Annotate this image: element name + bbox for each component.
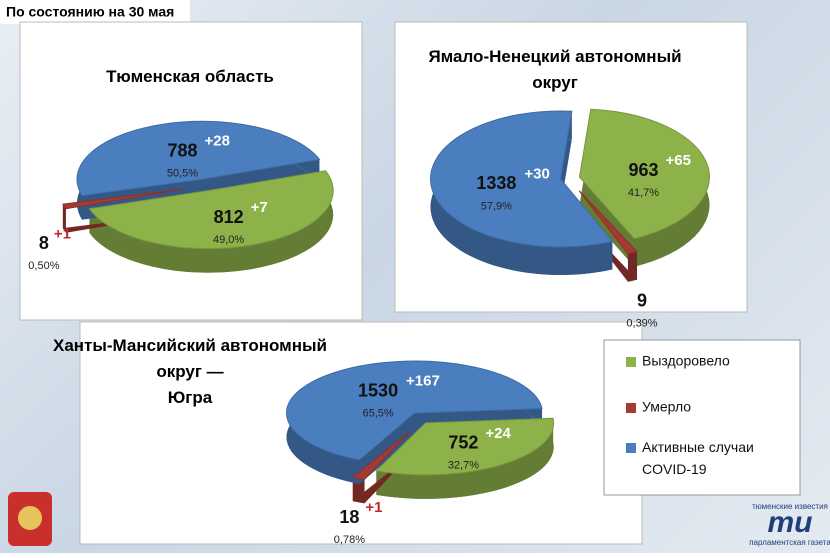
pie-slice bbox=[286, 360, 543, 461]
legend-label: Умерло bbox=[642, 399, 691, 415]
increment-label: +7 bbox=[251, 199, 268, 216]
percent-label: 0,50% bbox=[28, 260, 59, 272]
value-label: 1530 bbox=[358, 380, 398, 400]
header-title: По состоянию на 30 мая bbox=[6, 4, 174, 20]
pie-slice bbox=[76, 120, 321, 197]
slice-side bbox=[376, 418, 554, 499]
percent-label: 0,78% bbox=[334, 534, 365, 546]
pie-slice bbox=[351, 430, 412, 480]
value-label: 8 bbox=[39, 233, 49, 253]
legend-swatch bbox=[626, 443, 636, 453]
logo-bottom: парламентская газета bbox=[749, 538, 830, 547]
percent-label: 41,7% bbox=[628, 187, 659, 199]
header-bg bbox=[0, 0, 190, 24]
pie-slice bbox=[578, 108, 710, 240]
increment-label: +28 bbox=[204, 133, 229, 150]
pie-slice bbox=[578, 190, 638, 255]
percent-label: 0,39% bbox=[626, 318, 657, 330]
pie-tops bbox=[62, 120, 334, 250]
value-label: 1338 bbox=[476, 173, 516, 193]
percent-label: 50,5% bbox=[167, 168, 198, 180]
increment-label: +1 bbox=[365, 499, 382, 516]
percent-label: 65,5% bbox=[362, 408, 393, 420]
legend-label: Активные случаи COVID-19 bbox=[642, 439, 754, 477]
legend-swatch bbox=[626, 357, 636, 367]
slice-side bbox=[352, 477, 365, 504]
slice-side bbox=[627, 251, 638, 282]
legend bbox=[603, 339, 801, 496]
increment-label: +167 bbox=[406, 373, 440, 390]
pie-labels: 752 32,7% +24 18 0,78% +1 1530 65,5% +167 bbox=[334, 373, 512, 546]
increment-label: +30 bbox=[524, 165, 549, 182]
legend-swatch bbox=[626, 403, 636, 413]
chart-title: Ямало-Ненецкий автономный округ bbox=[428, 47, 681, 92]
logo-top: тюменские известия bbox=[752, 502, 828, 511]
value-label: 963 bbox=[628, 160, 658, 180]
emblem bbox=[8, 492, 52, 546]
pie-tops bbox=[430, 108, 710, 255]
chart-title: Ханты-Мансийский автономный округ — Югра bbox=[53, 336, 327, 407]
value-label: 788 bbox=[167, 141, 197, 161]
percent-label: 57,9% bbox=[481, 200, 512, 212]
slice-side bbox=[89, 170, 334, 273]
pie-slice bbox=[430, 110, 614, 248]
value-label: 812 bbox=[214, 207, 244, 227]
percent-label: 32,7% bbox=[448, 460, 479, 472]
chart-title: Тюменская область bbox=[106, 67, 274, 86]
slice-side bbox=[62, 204, 66, 233]
increment-label: +1 bbox=[54, 225, 71, 242]
pie-slice bbox=[375, 417, 555, 476]
value-label: 9 bbox=[637, 290, 647, 310]
pie-tops bbox=[286, 360, 555, 480]
increment-label: +65 bbox=[665, 152, 690, 169]
pie-labels: 963 41,7% +65 9 0,39% 1338 57,9% +30 bbox=[476, 152, 691, 330]
percent-label: 49,0% bbox=[213, 234, 244, 246]
pie-labels: 812 49,0% +7 8 0,50% +1 788 50,5% +28 bbox=[28, 133, 267, 272]
value-label: 752 bbox=[448, 433, 478, 453]
pie-slice bbox=[88, 170, 334, 250]
logo-mark: ти bbox=[768, 506, 813, 539]
increment-label: +24 bbox=[485, 425, 511, 442]
value-label: 18 bbox=[339, 507, 359, 527]
legend-label: Выздоровело bbox=[642, 353, 730, 369]
pie-slice bbox=[62, 188, 184, 210]
